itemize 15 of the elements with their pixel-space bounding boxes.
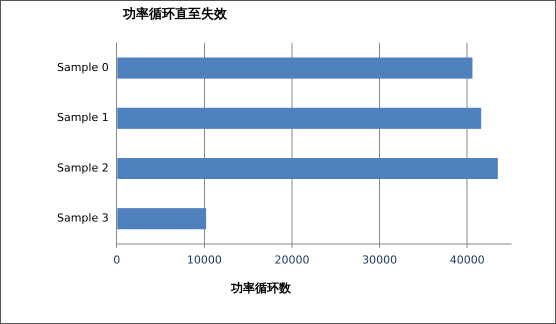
bar — [117, 58, 472, 79]
y-tick-label: Sample 0 — [56, 60, 109, 74]
y-tick-label: Sample 3 — [56, 212, 109, 225]
bar — [117, 158, 498, 180]
x-tick-label: 30000 — [362, 253, 398, 266]
y-tick-label: Sample 1 — [56, 111, 109, 124]
y-tick-label: Sample 2 — [56, 161, 109, 174]
bar — [117, 208, 206, 230]
bar — [117, 108, 482, 129]
x-tick-label: 40000 — [450, 253, 485, 266]
x-tick-label: 20000 — [274, 253, 310, 266]
x-axis-title: 功率循环数 — [231, 280, 291, 297]
x-tick-label: 10000 — [186, 253, 222, 266]
x-tick-label: 0 — [113, 253, 120, 266]
chart-title: 功率循环直至失效 — [123, 6, 227, 23]
